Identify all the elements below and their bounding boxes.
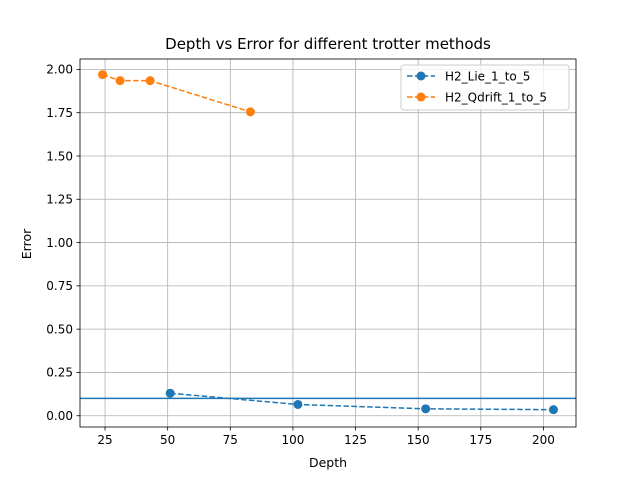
legend-label: H2_Qdrift_1_to_5	[445, 90, 547, 104]
x-tick-label: 200	[532, 433, 555, 447]
series-H2_Qdrift_1_to_5	[98, 70, 255, 117]
legend-swatch-marker	[416, 92, 426, 102]
series-line	[102, 73, 251, 113]
y-axis-label: Error	[19, 228, 34, 259]
series-line	[170, 392, 554, 411]
series-layer	[98, 70, 558, 415]
y-tick-label: 0.75	[46, 279, 73, 293]
data-point	[245, 107, 255, 117]
x-tick-label: 100	[281, 433, 304, 447]
legend-box	[400, 64, 570, 111]
data-point	[293, 399, 303, 409]
chart-title: Depth vs Error for different trotter met…	[165, 35, 491, 53]
x-tick-label: 175	[469, 433, 492, 447]
legend: H2_Lie_1_to_5 H2_Qdrift_1_to_5	[400, 64, 570, 111]
y-tick-label: 1.00	[46, 236, 73, 250]
y-tick-label: 0.00	[46, 409, 73, 423]
x-tick-label: 125	[344, 433, 367, 447]
y-tick-label: 1.25	[46, 193, 73, 207]
data-point	[98, 70, 108, 80]
y-tick-label: 1.50	[46, 149, 73, 163]
data-point	[145, 76, 155, 86]
data-point	[115, 76, 125, 86]
y-tick-label: 0.25	[46, 366, 73, 380]
data-point	[548, 405, 558, 415]
x-tick-label: 50	[160, 433, 175, 447]
legend-swatch-marker	[416, 71, 426, 81]
y-tick-label: 2.00	[46, 63, 73, 77]
plot-area-frame	[79, 58, 577, 428]
data-point	[421, 404, 431, 414]
data-point	[165, 388, 175, 398]
x-tick-label: 150	[407, 433, 430, 447]
series-H2_Lie_1_to_5	[165, 388, 558, 415]
legend-label: H2_Lie_1_to_5	[445, 69, 530, 83]
x-tick-label: 75	[223, 433, 238, 447]
tick-layer: 25 50 75 100 125 150 175 200 0.00 0.25 0.50 0.75 1.0…	[46, 63, 555, 447]
y-tick-label: 0.50	[46, 322, 73, 336]
grid-layer	[80, 59, 576, 427]
y-tick-label: 1.75	[46, 106, 73, 120]
x-tick-label: 25	[97, 433, 112, 447]
x-axis-label: Depth	[309, 455, 347, 470]
